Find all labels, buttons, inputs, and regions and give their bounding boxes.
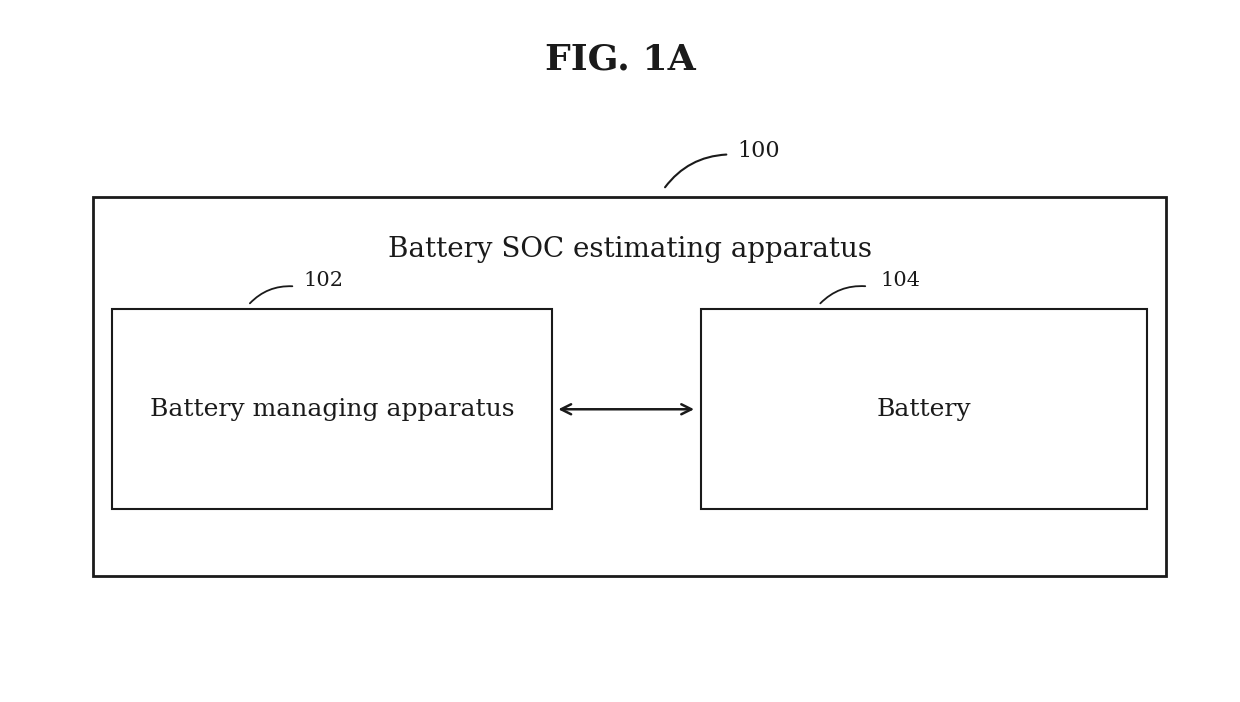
Text: FIG. 1A: FIG. 1A <box>544 43 696 77</box>
Bar <box>93 197 1166 576</box>
Bar <box>701 309 1147 509</box>
Text: Battery: Battery <box>877 398 971 420</box>
Text: 102: 102 <box>304 271 343 291</box>
Bar <box>112 309 552 509</box>
Text: Battery SOC estimating apparatus: Battery SOC estimating apparatus <box>388 236 872 263</box>
Text: 100: 100 <box>738 140 780 162</box>
Text: Battery managing apparatus: Battery managing apparatus <box>150 398 515 420</box>
Text: 104: 104 <box>880 271 920 291</box>
